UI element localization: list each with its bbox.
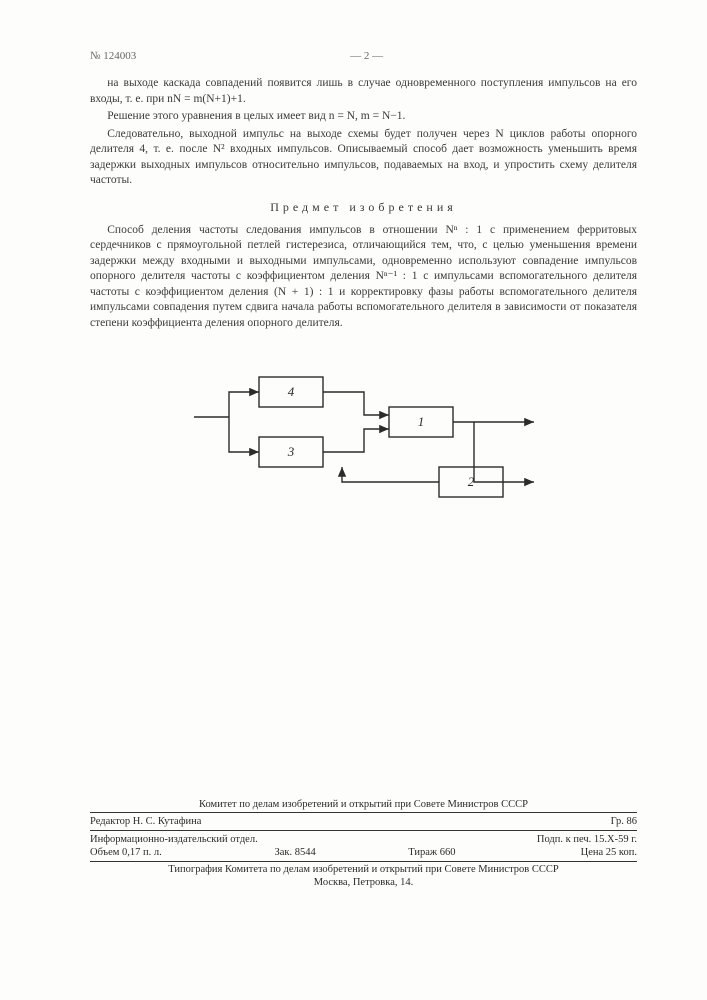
diagram: 4312 <box>90 357 637 517</box>
editor-name: Н. С. Кутафина <box>133 816 202 827</box>
doc-number: № 124003 <box>90 50 136 62</box>
edge <box>342 467 439 482</box>
imprint-footer: Комитет по делам изобретений и открытий … <box>90 799 637 890</box>
price: Цена 25 коп. <box>500 847 637 858</box>
dept-row: Информационно-издательский отдел. Подп. … <box>90 833 637 846</box>
block-label: 1 <box>417 414 424 429</box>
edge <box>229 417 259 452</box>
edge <box>323 392 389 415</box>
paragraph: на выходе каскада совпадений появится ли… <box>90 76 637 107</box>
group-number: Гр. 86 <box>611 816 637 827</box>
page-header: № 124003 — 2 — <box>90 50 637 62</box>
dept: Информационно-издательский отдел. <box>90 834 258 845</box>
sign-date: Подп. к печ. 15.X-59 г. <box>537 834 637 845</box>
meta-row: Объем 0,17 п. л. Зак. 8544 Тираж 660 Цен… <box>90 846 637 859</box>
section-title: Предмет изобретения <box>90 199 637 215</box>
block-label: 4 <box>287 384 294 399</box>
paragraph: Следовательно, выходной импульс на выход… <box>90 127 637 189</box>
divider <box>90 830 637 831</box>
tirazh: Тираж 660 <box>364 847 501 858</box>
block-diagram-svg: 4312 <box>164 357 564 517</box>
volume: Объем 0,17 п. л. <box>90 847 227 858</box>
order-number: Зак. 8544 <box>227 847 364 858</box>
block-label: 3 <box>286 444 294 459</box>
editor-row: Редактор Н. С. Кутафина Гр. 86 <box>90 815 637 828</box>
editor-label: Редактор <box>90 816 130 827</box>
paragraph: Решение этого уравнения в целых имеет ви… <box>90 109 637 125</box>
address-line: Москва, Петровка, 14. <box>90 877 637 888</box>
edge <box>474 422 503 482</box>
edge <box>229 392 259 417</box>
divider <box>90 812 637 813</box>
page-marker: — 2 — <box>350 50 383 62</box>
page: № 124003 — 2 — на выходе каскада совпаде… <box>0 0 707 1000</box>
body-text: на выходе каскада совпадений появится ли… <box>90 76 637 331</box>
typography-line: Типография Комитета по делам изобретений… <box>90 864 637 875</box>
divider <box>90 861 637 862</box>
committee-line: Комитет по делам изобретений и открытий … <box>90 799 637 810</box>
paragraph: Способ деления частоты следования импуль… <box>90 223 637 332</box>
edge <box>323 429 389 452</box>
